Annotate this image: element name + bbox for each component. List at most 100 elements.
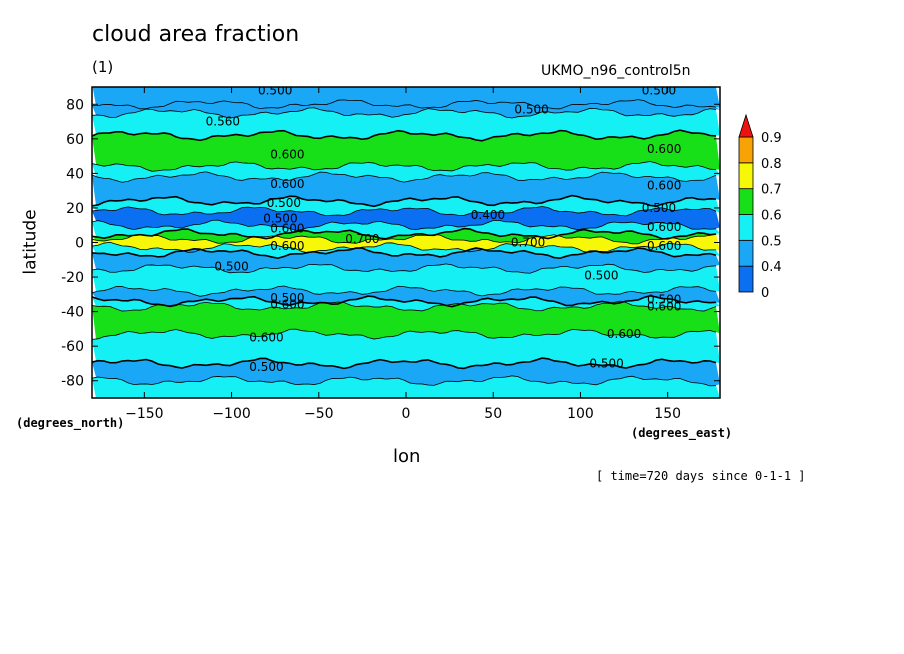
contour-line	[92, 285, 717, 297]
contour-band	[92, 295, 720, 312]
contour-line	[92, 295, 717, 308]
contour-label: 0.560	[206, 115, 240, 129]
colorbar-box	[738, 162, 754, 190]
contour-band	[92, 247, 720, 274]
contour-line	[92, 300, 717, 312]
contour-label: 0.600	[270, 222, 304, 236]
contour-band	[92, 263, 720, 296]
x-tick-label: −50	[304, 406, 334, 422]
y-tick-label: -60	[61, 339, 84, 355]
contour-band	[92, 195, 720, 216]
units-label: (1)	[92, 58, 114, 76]
contour-band	[92, 301, 720, 340]
y-tick-label: 20	[66, 201, 84, 217]
contour-label: 0.500	[214, 260, 248, 274]
contour-label: 0.500	[267, 196, 301, 210]
contour-label: 0.500	[514, 102, 548, 116]
colorbar-label: 0.4	[761, 260, 782, 275]
y-tick-label: -20	[61, 270, 84, 286]
time-note: [ time=720 days since 0-1-1 ]	[596, 469, 806, 483]
contour-band	[92, 130, 720, 172]
contour-label: 0.600	[270, 147, 304, 161]
colorbar-box	[738, 188, 754, 215]
contour-line	[92, 194, 717, 208]
contour-label: 0.400	[471, 208, 505, 222]
contour-band	[92, 99, 720, 119]
y-tick-label: -80	[61, 374, 84, 390]
contour-band	[92, 358, 720, 387]
contour-line	[92, 129, 717, 142]
colorbar-box	[738, 136, 754, 164]
contour-line	[92, 171, 717, 183]
colorbar-box	[738, 265, 754, 293]
contour-line	[92, 328, 717, 340]
colorbar-box	[738, 239, 754, 267]
y-axis-unit: (degrees_north)	[16, 416, 125, 430]
contour-label: 0.500	[258, 83, 292, 97]
contour-band	[92, 206, 720, 231]
chart-title: cloud area fraction	[92, 22, 300, 47]
x-tick-label: −100	[212, 406, 250, 422]
contour-line	[92, 247, 717, 260]
contour-line	[92, 107, 717, 119]
contour-label: 0.500	[270, 291, 304, 305]
x-tick-label: 150	[654, 406, 681, 422]
contour-line	[92, 241, 717, 254]
contour-label: 0.600	[607, 327, 641, 341]
contour-band	[92, 107, 720, 141]
contour-label: 0.600	[270, 298, 304, 312]
colorbar-label: 0.5	[761, 234, 782, 249]
colorbar-arrow	[738, 113, 754, 138]
contour-label: 0.600	[647, 178, 681, 192]
colorbar-label: 0.7	[761, 183, 782, 198]
x-tick-label: 0	[402, 406, 411, 422]
contour-label: 0.600	[647, 220, 681, 234]
contour-label: 0.500	[647, 293, 681, 307]
contour-label: 0.500	[584, 268, 618, 282]
contour-label: 0.600	[270, 177, 304, 191]
contour-label: 0.500	[589, 356, 623, 370]
contour-band	[92, 375, 720, 398]
x-tick-label: −150	[125, 406, 163, 422]
y-tick-label: 40	[66, 166, 84, 182]
y-tick-label: 0	[75, 236, 84, 252]
contour-line	[92, 263, 717, 274]
y-tick-label: -40	[61, 305, 84, 321]
contour-line	[92, 357, 717, 370]
contour-label: 0.600	[647, 299, 681, 313]
x-tick-label: 50	[484, 406, 502, 422]
contour-band	[92, 329, 720, 369]
contour-line	[92, 227, 717, 240]
x-axis-unit: (degrees_east)	[631, 426, 733, 440]
x-tick-label: 100	[567, 406, 594, 422]
contour-line	[92, 161, 717, 172]
contour-line	[92, 375, 717, 387]
contour-line	[92, 233, 717, 245]
contour-label: 0.600	[647, 239, 681, 253]
colorbar-label: 0.9	[761, 131, 782, 146]
colorbar-label: 0	[761, 286, 769, 301]
colorbar-label: 0.6	[761, 209, 782, 224]
contour-label: 0.500	[263, 211, 297, 225]
contour-band	[92, 234, 720, 253]
contour-label: 0.700	[345, 232, 379, 246]
contour-label: 0.500	[249, 360, 283, 374]
contour-band	[92, 228, 720, 245]
contour-line	[92, 219, 717, 231]
contour-label: 0.700	[511, 236, 545, 250]
contour-label: 0.600	[270, 239, 304, 253]
contour-line	[92, 206, 717, 217]
contour-band	[92, 161, 720, 183]
contour-label: 0.500	[642, 83, 676, 97]
y-tick-label: 60	[66, 132, 84, 148]
colorbar-box	[738, 214, 754, 241]
model-label: UKMO_n96_control5n	[541, 63, 691, 79]
y-tick-label: 80	[66, 97, 84, 113]
contour-label: 0.600	[647, 142, 681, 156]
colorbar-label: 0.8	[761, 157, 782, 172]
contour-label: 0.600	[249, 331, 283, 345]
x-axis-label: lon	[393, 446, 421, 467]
contour-line	[92, 99, 717, 110]
contour-band	[92, 87, 720, 110]
